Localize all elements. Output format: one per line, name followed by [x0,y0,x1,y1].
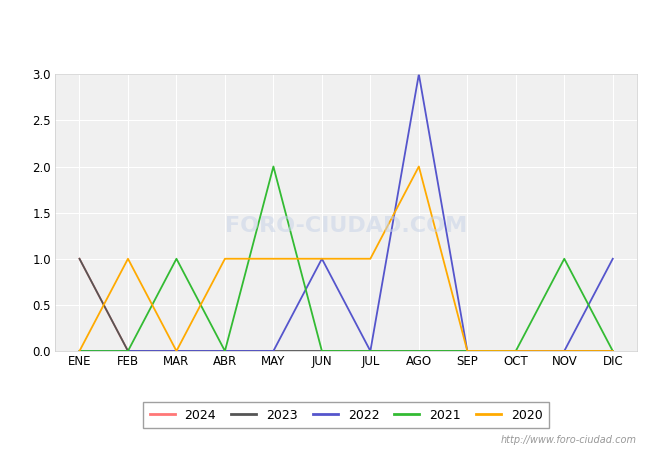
Legend: 2024, 2023, 2022, 2021, 2020: 2024, 2023, 2022, 2021, 2020 [143,402,549,428]
Text: FORO-CIUDAD.COM: FORO-CIUDAD.COM [225,216,467,236]
Text: Matriculaciones de Vehiculos en Villavaliente: Matriculaciones de Vehiculos en Villaval… [138,9,512,27]
Text: http://www.foro-ciudad.com: http://www.foro-ciudad.com [501,435,637,445]
